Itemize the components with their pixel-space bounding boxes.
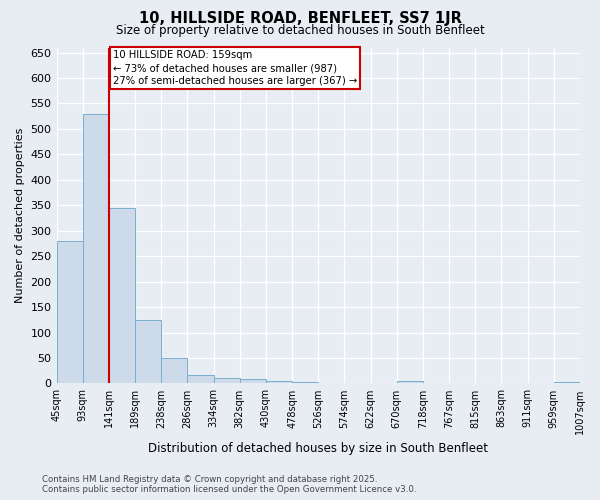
Bar <box>135 320 161 384</box>
Bar <box>109 208 135 384</box>
Bar <box>187 376 214 384</box>
Bar <box>161 358 187 384</box>
Bar <box>83 114 109 384</box>
Bar <box>554 382 580 384</box>
Text: 10, HILLSIDE ROAD, BENFLEET, SS7 1JR: 10, HILLSIDE ROAD, BENFLEET, SS7 1JR <box>139 11 461 26</box>
Bar <box>240 380 266 384</box>
Text: Size of property relative to detached houses in South Benfleet: Size of property relative to detached ho… <box>116 24 484 37</box>
Bar <box>214 378 240 384</box>
Text: 10 HILLSIDE ROAD: 159sqm
← 73% of detached houses are smaller (987)
27% of semi-: 10 HILLSIDE ROAD: 159sqm ← 73% of detach… <box>113 50 357 86</box>
Y-axis label: Number of detached properties: Number of detached properties <box>15 128 25 303</box>
X-axis label: Distribution of detached houses by size in South Benfleet: Distribution of detached houses by size … <box>148 442 488 455</box>
Text: Contains HM Land Registry data © Crown copyright and database right 2025.
Contai: Contains HM Land Registry data © Crown c… <box>42 474 416 494</box>
Bar <box>56 241 83 384</box>
Bar <box>266 381 292 384</box>
Bar <box>292 382 318 384</box>
Bar <box>397 381 423 384</box>
